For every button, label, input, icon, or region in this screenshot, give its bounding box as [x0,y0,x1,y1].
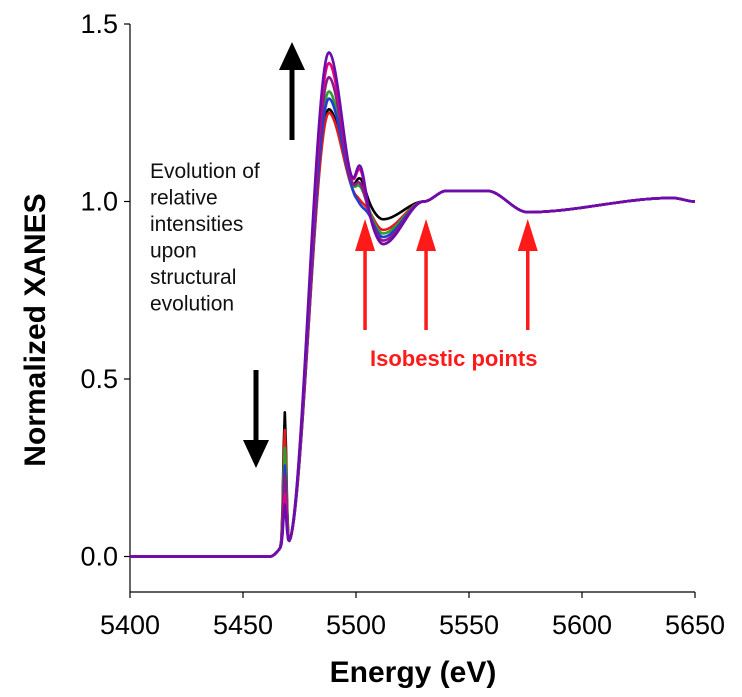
isobestic-points-label: Isobestic points [370,346,537,371]
evolution-text-line: Evolution of [150,160,260,183]
y-tick-label: 0.0 [80,542,118,572]
plot-frame [129,24,695,593]
evolution-annotation: Evolution of relative intensities upon struc… [150,160,260,316]
evolution-text-line: relative [150,187,218,210]
x-tick-label: 5650 [665,610,725,640]
series-line-7 [129,51,696,558]
evolution-text-line: upon [150,240,197,263]
y-tick-label: 1.5 [80,9,118,39]
arrow-head [279,42,305,70]
y-tick-label: 0.5 [80,364,118,394]
series-layer [129,51,696,558]
x-axis-title: Energy (eV) [330,656,497,689]
arrow-head [355,219,376,251]
x-tick-label: 5450 [213,610,273,640]
evolution-text-line: intensities [150,213,243,236]
evolution-text-line: evolution [150,293,234,316]
annotation-arrows [243,42,538,468]
arrow-head [416,219,437,251]
y-tick-label: 1.0 [80,187,118,217]
arrow-head [517,219,538,251]
arrow-head [243,440,269,468]
x-tick-label: 5600 [552,610,612,640]
x-tick-label: 5550 [439,610,499,640]
y-axis-title: Normalized XANES [19,193,52,466]
y-axis: 0.0 0.5 1.0 1.5 [80,9,130,572]
evolution-text-line: structural [150,266,236,289]
x-tick-label: 5500 [326,610,386,640]
x-axis: 5400 5450 5500 5550 5600 5650 [100,592,725,640]
x-tick-label: 5400 [100,610,160,640]
series-line-5 [129,75,696,558]
